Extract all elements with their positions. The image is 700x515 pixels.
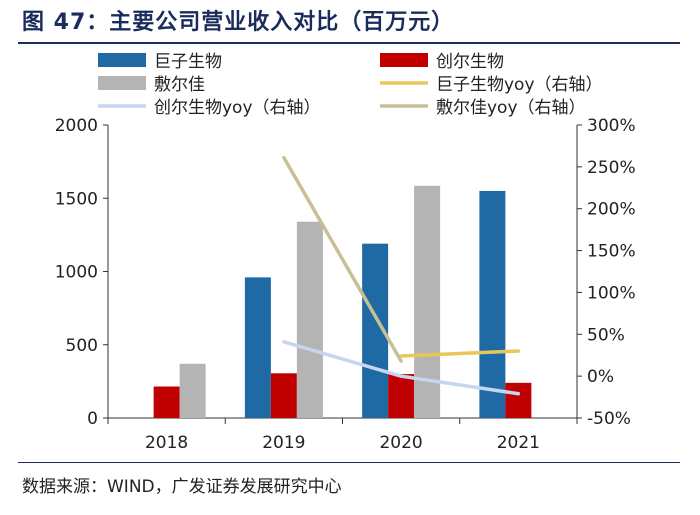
right-tick-label: 50%	[587, 325, 625, 345]
line-series-1	[399, 349, 521, 358]
left-tick-label: 0	[87, 409, 98, 429]
x-tick-label: 2018	[145, 433, 188, 453]
x-tick-label: 2021	[497, 433, 540, 453]
right-tick-label: 250%	[587, 158, 636, 178]
bar-2-2021	[505, 382, 532, 418]
bar-1-2019	[244, 277, 271, 418]
right-tick-label: -50%	[587, 409, 631, 429]
legend-label-4: 巨子生物yoy（右轴）	[436, 75, 603, 95]
bar-1-2021	[479, 190, 506, 418]
left-tick-label: 2000	[55, 116, 98, 136]
bar-3-2019	[296, 221, 323, 418]
right-tick-label: 0%	[587, 367, 614, 387]
title-rule	[18, 42, 680, 44]
line-series-2	[282, 340, 521, 396]
legend-label-5: 创尔生物yoy（右轴）	[154, 98, 321, 118]
line-series-group	[282, 155, 521, 396]
left-tick-label: 1500	[55, 189, 98, 209]
source-note: 数据来源：WIND，广发证券发展研究中心	[22, 477, 342, 497]
x-tick-label: 2020	[379, 433, 422, 453]
legend-label-3: 敷尔佳	[154, 75, 205, 95]
x-tick-label: 2019	[262, 433, 305, 453]
legend-swatch-3	[98, 76, 146, 90]
legend-swatch-2	[380, 53, 428, 67]
figure-title: 图 47：主要公司营业收入对比（百万元）	[22, 10, 455, 35]
source-rule	[18, 462, 680, 463]
bar-3-2018	[179, 363, 206, 418]
line-series-3	[282, 155, 403, 363]
chart-axes: 0 500 1000 1500 2000 -50% 0% 50% 100% 150% 200% 250…	[55, 116, 636, 453]
left-tick-label: 500	[66, 336, 98, 356]
bar-2-2019	[270, 373, 297, 418]
bar-2-2018	[153, 386, 180, 418]
right-tick-label: 200%	[587, 200, 636, 220]
legend-label-6: 敷尔佳yoy（右轴）	[436, 98, 586, 118]
right-tick-label: 300%	[587, 116, 636, 136]
legend-swatch-1	[98, 53, 146, 67]
right-tick-label: 150%	[587, 242, 636, 262]
bar-series-group	[153, 185, 532, 418]
right-tick-label: 100%	[587, 283, 636, 303]
bar-2-2020	[388, 374, 415, 418]
legend-label-2: 创尔生物	[436, 52, 504, 72]
legend-label-1: 巨子生物	[154, 52, 222, 72]
left-tick-label: 1000	[55, 263, 98, 283]
